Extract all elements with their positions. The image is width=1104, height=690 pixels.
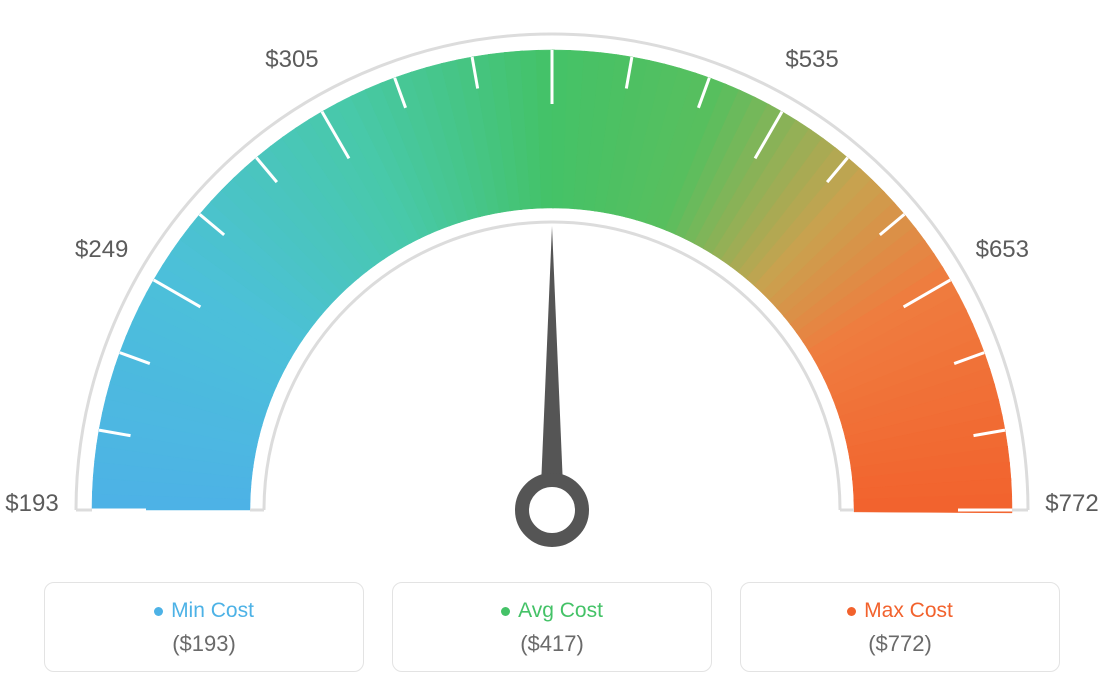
legend-dot-avg: [501, 607, 510, 616]
legend-value-avg: ($417): [403, 631, 701, 657]
legend-row: Min Cost ($193) Avg Cost ($417) Max Cost…: [0, 582, 1104, 672]
legend-title-text-min: Min Cost: [171, 599, 254, 623]
legend-title-text-max: Max Cost: [864, 599, 953, 623]
legend-dot-min: [154, 607, 163, 616]
legend-title-text-avg: Avg Cost: [518, 599, 603, 623]
legend-card-avg: Avg Cost ($417): [392, 582, 712, 672]
gauge-tick-label: $305: [265, 46, 318, 74]
legend-card-min: Min Cost ($193): [44, 582, 364, 672]
gauge-tick-label: $193: [5, 490, 58, 518]
gauge-tick-label: $249: [75, 236, 128, 264]
legend-title-max: Max Cost: [847, 599, 953, 623]
gauge-tick-label: $417: [525, 0, 578, 4]
legend-value-max: ($772): [751, 631, 1049, 657]
gauge-tick-label: $772: [1045, 490, 1098, 518]
gauge-tick-label: $535: [785, 46, 838, 74]
legend-dot-max: [847, 607, 856, 616]
legend-value-min: ($193): [55, 631, 353, 657]
gauge-tick-label: $653: [976, 236, 1029, 264]
legend-card-max: Max Cost ($772): [740, 582, 1060, 672]
legend-title-min: Min Cost: [154, 599, 254, 623]
gauge-chart: $193 $249 $305 $417 $535 $653 $772: [0, 0, 1104, 580]
legend-title-avg: Avg Cost: [501, 599, 603, 623]
gauge-svg: [0, 0, 1104, 580]
